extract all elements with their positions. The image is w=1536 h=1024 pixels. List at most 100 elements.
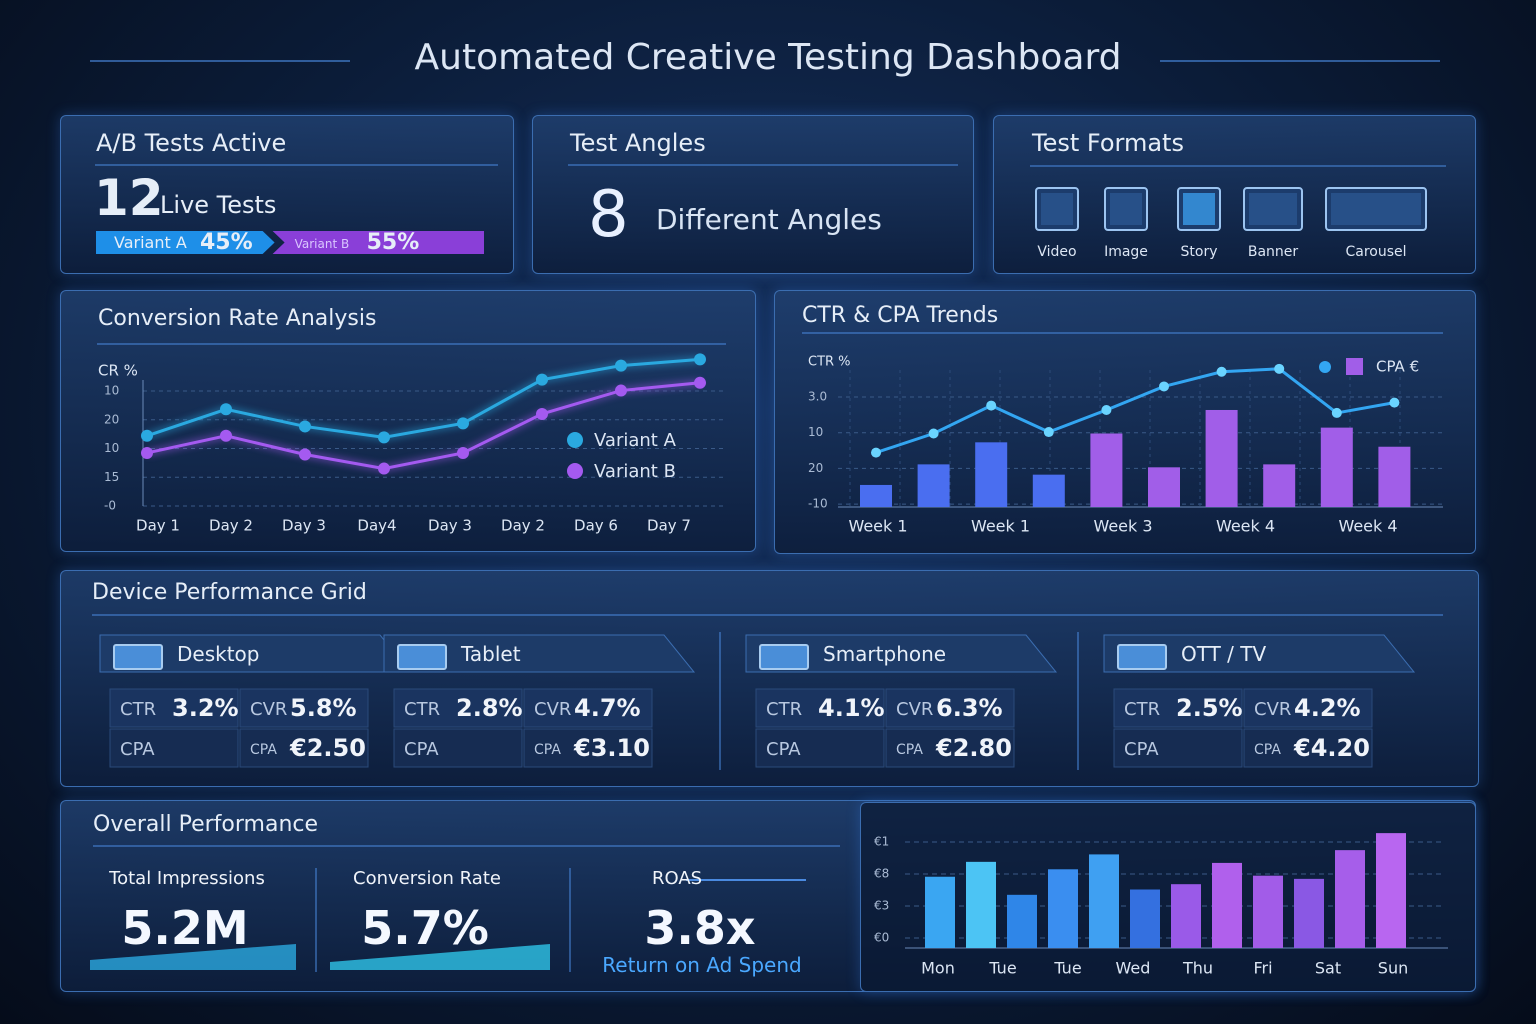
device-icon (113, 644, 163, 670)
device-icon (397, 644, 447, 670)
metric-cell (885, 728, 1015, 768)
metric-label: CVR (896, 699, 934, 720)
spend-panel (860, 802, 1476, 992)
metric-value: €2.80 (936, 734, 1012, 762)
panel-title: Device Performance Grid (92, 580, 367, 605)
point (928, 428, 939, 439)
point (1389, 397, 1400, 408)
metric-label: CVR (1254, 699, 1292, 720)
point (457, 417, 469, 430)
device-name: OTT / TV (1181, 642, 1267, 666)
metric-label: CPA (250, 742, 277, 758)
bar (1130, 889, 1160, 948)
kpi-value: 3.8x (644, 901, 756, 955)
point (378, 431, 390, 444)
axis-label: CR % (98, 362, 138, 380)
metric-value: 2.5% (1176, 694, 1243, 722)
point (220, 403, 232, 416)
bar (1376, 833, 1406, 948)
metric-cell (1113, 688, 1243, 728)
panel-title: Overall Performance (93, 812, 319, 837)
variant-share: 55% (366, 230, 420, 255)
bar (1007, 894, 1037, 948)
point (457, 446, 469, 459)
metric-value: €3.10 (574, 734, 650, 762)
metric-value: 6.3% (936, 694, 1003, 722)
metric-label: CVR (534, 699, 572, 720)
line-series (146, 357, 701, 439)
bar (1263, 464, 1296, 507)
bar (917, 464, 950, 507)
format-icon-inner (1331, 193, 1421, 225)
y-tick-label: €1 (874, 835, 889, 849)
metric-label: CTR (404, 699, 441, 720)
point (986, 400, 997, 411)
format-label: Carousel (1345, 244, 1407, 260)
format-label: Story (1180, 244, 1218, 260)
decoration (90, 60, 1446, 972)
metric-cell (1243, 728, 1373, 768)
y-tick-label: 10 (104, 441, 119, 455)
device-name: Desktop (177, 642, 260, 666)
x-tick-label: Day4 (357, 517, 396, 535)
point (536, 373, 548, 386)
kpi-label: ROAS (652, 868, 703, 889)
metric-cell (885, 688, 1015, 728)
legend-marker (567, 463, 583, 479)
x-tick-label: Day 1 (136, 517, 180, 535)
metric-label: CPA (766, 739, 801, 760)
device-header (745, 634, 1058, 673)
kpi-accent (90, 879, 806, 970)
x-tick-label: Tue (988, 959, 1016, 978)
device-icon (1117, 644, 1167, 670)
legend-marker (1346, 358, 1363, 375)
x-tick-label: Wed (1116, 959, 1151, 978)
point (1043, 427, 1054, 438)
metric-label: CPA (120, 739, 155, 760)
metric-cell (109, 728, 239, 768)
x-tick-label: Day 6 (574, 517, 618, 535)
metric-cell (523, 688, 653, 728)
point (1274, 363, 1285, 374)
dashboard-title: Automated Creative Testing Dashboard (414, 37, 1122, 78)
kpi-label: Different Angles (656, 203, 882, 236)
point (694, 376, 706, 389)
x-tick-label: Fri (1253, 959, 1272, 978)
bar (1335, 850, 1365, 948)
bar (1253, 875, 1283, 948)
kpi-value: 5.7% (361, 901, 489, 955)
point (141, 429, 153, 442)
metric-cell (755, 688, 885, 728)
bar (966, 861, 996, 948)
point (615, 359, 627, 372)
metric-value: 2.8% (456, 694, 523, 722)
device-name: Smartphone (823, 642, 947, 666)
metric-cell (523, 728, 653, 768)
format-icon-inner (1183, 193, 1215, 225)
x-tick-label: Mon (921, 959, 955, 978)
bar (1048, 869, 1078, 948)
legend-marker (1319, 361, 1331, 373)
x-tick-label: Week 4 (1338, 517, 1397, 536)
chart-title: Conversion Rate Analysis (98, 306, 377, 331)
legend-label: CPA € (1376, 358, 1419, 376)
bar (1378, 446, 1411, 507)
metric-cell (393, 728, 523, 768)
x-tick-label: Day 3 (428, 517, 472, 535)
x-tick-label: Week 4 (1216, 517, 1275, 536)
angles-panel (532, 115, 974, 274)
y-tick-label: 3.0 (808, 390, 827, 404)
x-tick-label: Week 1 (971, 517, 1030, 536)
bar (1320, 427, 1353, 507)
conversion-panel (60, 290, 756, 552)
line-series (875, 367, 1395, 455)
metric-cell (239, 728, 369, 768)
bar (1090, 433, 1123, 507)
device-header (1103, 634, 1416, 673)
point (1216, 366, 1227, 377)
legend-label: Variant A (594, 430, 677, 451)
metric-value: €4.20 (1294, 734, 1370, 762)
y-tick-label: €3 (874, 899, 889, 913)
